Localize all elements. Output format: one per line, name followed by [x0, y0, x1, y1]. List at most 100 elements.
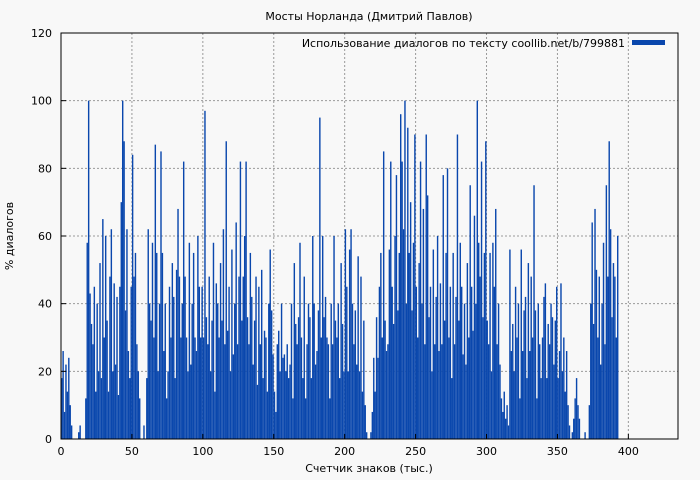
- bar: [496, 344, 498, 439]
- bar: [397, 310, 399, 439]
- bar: [127, 351, 130, 439]
- bar: [487, 344, 490, 439]
- bar: [180, 337, 182, 439]
- bar: [448, 337, 450, 439]
- bar: [556, 286, 558, 439]
- bar: [377, 357, 379, 439]
- bar: [558, 351, 561, 439]
- bar: [390, 161, 392, 440]
- bar: [334, 320, 337, 439]
- chart-title: Мосты Норланда (Дмитрий Павлов): [265, 10, 472, 23]
- bar: [242, 276, 244, 439]
- bar: [158, 303, 161, 439]
- bar: [499, 364, 501, 439]
- bar: [431, 371, 433, 439]
- bar: [497, 303, 500, 439]
- bar: [480, 161, 483, 440]
- bar: [168, 286, 171, 439]
- bar: [61, 378, 63, 439]
- bar: [453, 344, 456, 439]
- y-axis-label: % диалогов: [3, 202, 16, 270]
- bar: [296, 344, 298, 439]
- bar: [492, 242, 494, 439]
- bar: [119, 286, 121, 439]
- bar: [313, 303, 315, 439]
- bar: [500, 398, 503, 439]
- bar: [256, 384, 259, 439]
- bar: [151, 242, 154, 439]
- x-tick-label: 50: [125, 445, 139, 458]
- bar: [285, 371, 287, 439]
- bar: [89, 293, 91, 439]
- bar: [153, 337, 155, 439]
- bar: [405, 303, 408, 439]
- bar: [476, 100, 479, 440]
- bar: [429, 286, 432, 439]
- bar: [110, 229, 113, 439]
- bar: [375, 317, 378, 439]
- bar: [194, 337, 196, 439]
- bar: [565, 351, 568, 439]
- bar: [266, 391, 269, 439]
- bar: [530, 276, 532, 439]
- bar: [519, 398, 521, 439]
- bar: [327, 344, 330, 439]
- bar: [385, 351, 388, 439]
- bar: [509, 249, 511, 439]
- bar: [554, 320, 557, 439]
- bar: [534, 310, 537, 439]
- x-axis-label: Счетчик знаков (тыс.): [305, 462, 433, 475]
- bar: [195, 351, 198, 439]
- bar: [363, 320, 365, 439]
- bar: [243, 236, 246, 439]
- bar: [483, 252, 486, 439]
- bar: [553, 364, 555, 439]
- bar: [314, 364, 317, 439]
- bar: [222, 229, 225, 439]
- bar: [217, 303, 219, 439]
- bar: [259, 344, 261, 439]
- bar: [286, 344, 288, 439]
- bar: [540, 378, 542, 439]
- bar: [419, 161, 422, 440]
- bar: [354, 310, 357, 439]
- bar: [459, 242, 461, 439]
- bar: [109, 276, 111, 439]
- bar: [479, 276, 481, 439]
- bar: [475, 303, 477, 439]
- bar: [134, 252, 137, 439]
- bar: [605, 185, 608, 439]
- bar: [63, 411, 66, 439]
- bar: [550, 303, 552, 439]
- bar: [319, 117, 321, 439]
- bar: [490, 371, 493, 439]
- bar: [507, 425, 510, 439]
- bar: [523, 310, 525, 439]
- bar: [608, 141, 610, 439]
- bar: [304, 398, 307, 439]
- y-tick-label: 80: [38, 162, 52, 175]
- legend: Использование диалогов по тексту coollib…: [302, 37, 665, 50]
- bar: [218, 337, 220, 439]
- bar: [103, 337, 105, 439]
- bar: [255, 276, 257, 439]
- bar: [66, 391, 69, 439]
- bar: [465, 364, 467, 439]
- bar: [388, 249, 391, 439]
- bar: [407, 127, 409, 439]
- bar: [329, 398, 331, 439]
- bar: [323, 317, 325, 439]
- bar: [504, 418, 507, 439]
- bar: [584, 432, 586, 439]
- bar: [260, 269, 263, 439]
- bar: [295, 323, 297, 439]
- bar: [245, 161, 247, 440]
- bar: [299, 242, 301, 439]
- bar: [276, 344, 279, 439]
- bar: [209, 371, 212, 439]
- bar: [399, 114, 402, 439]
- bar: [439, 283, 442, 439]
- bar: [446, 168, 449, 440]
- bar: [69, 405, 71, 439]
- bar: [246, 317, 249, 439]
